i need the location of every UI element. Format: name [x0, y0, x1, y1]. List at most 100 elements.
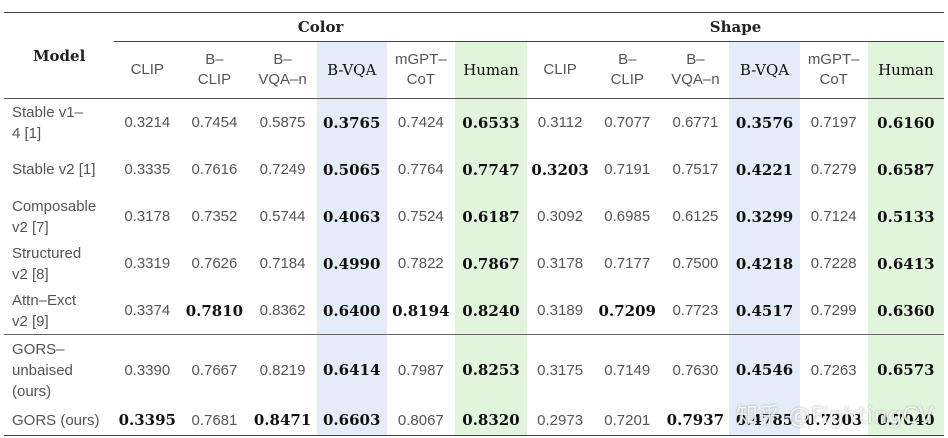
value-cell: 0.7197 — [799, 98, 868, 146]
value-cell: 0.6360 — [867, 287, 944, 335]
value-cell: 0.6160 — [867, 98, 944, 146]
value-cell: 0.4218 — [729, 240, 800, 287]
value-cell: 0.6414 — [316, 334, 387, 405]
value-cell: 0.8320 — [454, 405, 528, 436]
value-cell: 0.7681 — [191, 411, 238, 429]
value-cell: 0.5065 — [316, 146, 387, 193]
value-cell: 0.8194 — [392, 301, 450, 320]
value-cell: 0.7249 — [259, 161, 306, 178]
value-cell: 0.7424 — [386, 98, 455, 146]
value-cell: 0.8067 — [397, 411, 444, 429]
value-cell: 0.6125 — [672, 208, 719, 225]
value-cell: 0.3189 — [537, 302, 584, 319]
value-cell: 0.3092 — [537, 208, 584, 225]
value-cell: 0.7747 — [454, 146, 528, 193]
value-cell: 0.5744 — [259, 208, 306, 225]
value-cell: 0.7764 — [397, 161, 444, 178]
value-cell: 0.6533 — [454, 98, 528, 146]
color-metric-header: B– CLIP — [197, 51, 232, 88]
shape-metric-header: mGPT– CoT — [807, 51, 860, 88]
model-name-cell: GORS (ours) — [12, 411, 100, 429]
value-cell: 0.7616 — [191, 161, 238, 178]
value-cell: 0.7201 — [604, 411, 651, 429]
color-metric-header: Human — [454, 41, 528, 99]
table-row: Composable v2 [7] 0.3178 0.7352 0.5744 0.406… — [4, 193, 944, 240]
value-cell: 0.7630 — [661, 334, 730, 405]
value-cell: 0.7454 — [180, 98, 249, 146]
model-name-cell: Stable v2 [1] — [12, 161, 96, 178]
value-cell: 0.4990 — [316, 240, 387, 287]
model-name-cell: GORS– unbaised (ours) — [4, 334, 115, 405]
shape-metric-header: B– VQA–n — [671, 51, 720, 88]
value-cell: 0.5133 — [867, 193, 944, 240]
color-metric-header: B-VQA — [316, 41, 387, 99]
value-cell: 0.7191 — [604, 161, 651, 178]
value-cell: 0.3319 — [124, 255, 171, 272]
color-group-header: Color — [114, 12, 528, 42]
value-cell: 0.7810 — [185, 301, 244, 320]
value-cell: 0.4221 — [729, 146, 800, 193]
value-cell: 0.3299 — [729, 193, 800, 240]
value-cell: 0.8219 — [248, 334, 317, 405]
table-row: Stable v2 [1] 0.3335 0.7616 0.7249 0.5065 0.7… — [4, 146, 944, 193]
model-name-cell: Structured v2 [8] — [12, 244, 82, 283]
value-cell: 0.7040 — [867, 405, 944, 436]
value-cell: 0.3112 — [527, 98, 594, 146]
value-cell: 0.3576 — [729, 98, 800, 146]
value-cell: 0.7867 — [454, 240, 528, 287]
color-metric-header: mGPT– CoT — [394, 51, 447, 88]
table-row: GORS– unbaised (ours) 0.3390 0.7667 0.8219 0… — [4, 334, 944, 405]
value-cell: 0.3214 — [114, 98, 181, 146]
value-cell: 0.7077 — [593, 98, 662, 146]
value-cell: 0.6587 — [867, 146, 944, 193]
value-cell: 0.4063 — [316, 193, 387, 240]
value-cell: 0.4785 — [729, 405, 800, 436]
value-cell: 0.6985 — [604, 208, 651, 225]
value-cell: 0.7822 — [397, 255, 444, 272]
table-row: Stable v1– 4 [1] 0.3214 0.7454 0.5875 0.3765… — [4, 98, 944, 146]
results-table: Model Color Shape CLIP B– CLIP B– VQA–n B-V… — [4, 12, 944, 436]
value-cell: 0.3765 — [316, 98, 387, 146]
value-cell: 0.2973 — [537, 411, 584, 429]
value-cell: 0.7937 — [666, 411, 725, 429]
value-cell: 0.7723 — [672, 302, 719, 319]
shape-metric-header: B– CLIP — [610, 51, 644, 88]
value-cell: 0.7303 — [804, 411, 863, 429]
value-cell: 0.7184 — [259, 255, 306, 272]
value-cell: 0.3178 — [124, 208, 171, 225]
value-cell: 0.7987 — [386, 334, 455, 405]
value-cell: 0.7209 — [598, 301, 656, 320]
value-cell: 0.7667 — [180, 334, 249, 405]
value-cell: 0.7524 — [397, 208, 444, 225]
value-cell: 0.8253 — [454, 334, 528, 405]
table-row: GORS (ours) 0.3395 0.7681 0.8471 0.6603 0.806… — [4, 405, 944, 436]
value-cell: 0.7500 — [672, 255, 719, 272]
shape-metric-header: Human — [867, 41, 944, 99]
value-cell: 0.8240 — [454, 287, 528, 335]
value-cell: 0.6603 — [316, 405, 387, 436]
value-cell: 0.7177 — [604, 255, 651, 272]
value-cell: 0.6413 — [867, 240, 944, 287]
value-cell: 0.3203 — [531, 160, 589, 179]
value-cell: 0.7279 — [810, 161, 857, 178]
shape-group-header: Shape — [527, 12, 944, 42]
group-header-row: Model Color Shape — [4, 12, 944, 65]
value-cell: 0.6573 — [867, 334, 944, 405]
value-cell: 0.5875 — [248, 98, 317, 146]
value-cell: 0.6400 — [316, 287, 387, 335]
shape-metric-header: CLIP — [543, 61, 577, 78]
value-cell: 0.7352 — [191, 208, 238, 225]
color-metric-header: CLIP — [130, 61, 164, 78]
value-cell: 0.7517 — [672, 161, 719, 178]
model-name-cell: Composable v2 [7] — [12, 197, 97, 236]
value-cell: 0.8471 — [253, 411, 312, 429]
value-cell: 0.6187 — [454, 193, 528, 240]
value-cell: 0.3175 — [527, 334, 594, 405]
value-cell: 0.7299 — [810, 302, 857, 319]
value-cell: 0.8362 — [259, 302, 306, 319]
model-name-cell: Stable v1– 4 [1] — [4, 98, 115, 146]
model-name-cell: Attn–Exct v2 [9] — [12, 291, 77, 330]
value-cell: 0.4517 — [729, 287, 800, 335]
value-cell: 0.7228 — [810, 255, 857, 272]
value-cell: 0.3374 — [124, 302, 171, 319]
